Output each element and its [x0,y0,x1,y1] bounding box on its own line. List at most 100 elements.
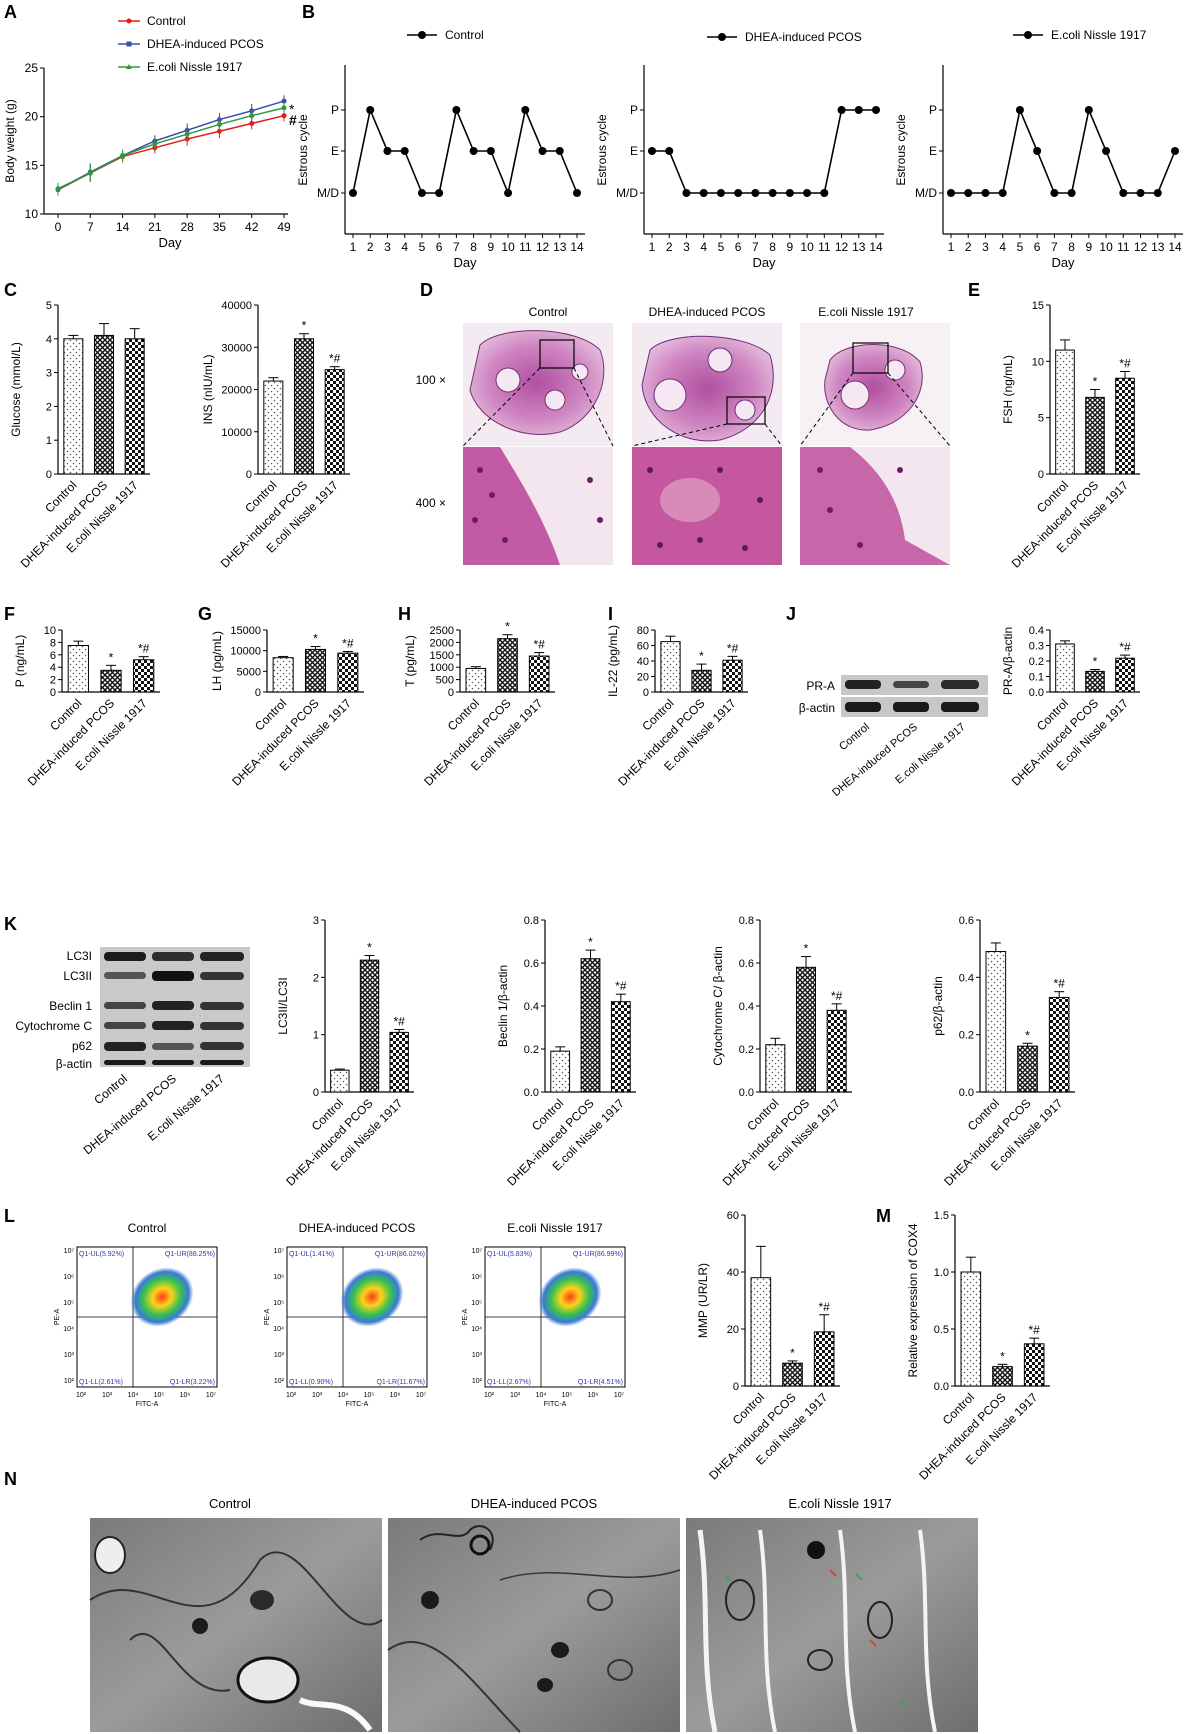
panel-b-legend-dot-2 [718,33,726,41]
x-tick-label: 7 [1051,240,1058,254]
y-tick-label: 1 [313,1030,319,1042]
x-tick-label: 2 [367,240,374,254]
flow-title: Control [128,1221,167,1235]
quadrant-ll: Q1-LL(0.90%) [289,1379,333,1386]
panel-d-row-100: 100 × [416,373,446,387]
significance-mark: *# [533,638,545,652]
data-point [1136,189,1145,197]
y-tick-label: 0.4 [739,1001,754,1013]
x-tick-label: 8 [1068,240,1075,254]
panel-letter-b: B [302,2,315,22]
quadrant-ll: Q1-LL(2.61%) [79,1379,123,1386]
quadrant-ul: Q1-UL(5.92%) [79,1251,124,1258]
panel-k-p62-chart: 0.00.20.40.6p62/β-actinControl*DHEA-indu… [931,915,1075,1189]
x-tick-label: 2 [965,240,972,254]
y-tick-label: 10² [64,1378,75,1385]
y-tick-label: 0 [46,469,52,481]
bar [782,1362,803,1387]
x-tick-label: 10³ [312,1392,323,1399]
y-tick-label: 5 [46,300,52,312]
bar [124,338,145,475]
y-tick-label: 10⁵ [471,1300,482,1307]
y-tick-label: 10000 [221,427,252,439]
significance-mark: * [1025,1028,1030,1042]
blot-j-label-pra: PR-A [806,679,835,693]
histology-ecn-100x [799,323,951,447]
blot-k-group-control: Control [91,1072,130,1108]
y-tick-label: 15000 [230,625,261,637]
y-tick-label: 0.2 [1029,656,1044,668]
bar [813,1331,835,1387]
x-tick-label: 10⁵ [154,1392,165,1399]
panel-d: Control DHEA-induced PCOS E.coli Nissle … [416,305,951,565]
y-tick-label: 5000 [237,666,261,678]
y-tick-label: 1.5 [934,1210,949,1222]
x-tick-label: 11 [818,240,831,254]
x-tick-label: 1 [350,240,357,254]
bar [985,951,1007,1093]
y-axis-label: PE-A [54,1309,61,1326]
blot-k-group-pcos: DHEA-induced PCOS [81,1072,179,1158]
flow-title: DHEA-induced PCOS [299,1221,416,1235]
x-tick-label: 8 [769,240,776,254]
data-point [486,147,495,155]
panel-j-pra-chart: 0.00.10.20.30.4PR-A/β-actinControl*DHEA-… [1001,625,1140,789]
significance-mark: * [790,1346,795,1360]
panel-letters: A B C D E F G H I J K L M N [4,2,980,1489]
y-tick-label: 3 [46,368,52,380]
y-tick-label: 0.5 [934,1324,949,1336]
y-tick-label: 10⁷ [274,1248,285,1255]
panel-a-legend: Control DHEA-induced PCOS E.coli Nissle … [118,14,264,74]
significance-mark: *# [1053,977,1065,991]
y-tick-label: 2 [313,972,319,984]
x-tick-label: 14 [116,220,130,234]
x-tick-label: 10⁶ [180,1392,191,1399]
x-tick-label: 10⁶ [390,1392,401,1399]
data-point [249,120,255,126]
y-tick-label: 20 [25,110,39,124]
data-point [383,147,392,155]
data-point [820,189,829,197]
bar [691,669,712,693]
y-tick-label: 0 [733,1381,739,1393]
bar [1085,670,1105,693]
x-axis-label: FITC-A [136,1401,159,1408]
y-axis-label: Cytochrome C/ β-actin [711,946,725,1066]
histology-control-100x [462,323,614,447]
y-axis-label: Estrous cycle [894,114,908,186]
significance-mark: * [1000,1349,1005,1363]
y-tick-label: 15 [1032,300,1044,312]
quadrant-ll: Q1-LL(2.67%) [487,1379,531,1386]
flow-plot: DHEA-induced PCOS Q1-UL(1.41%) Q1-UR(86.02… [264,1221,428,1408]
y-tick-label: 10⁶ [273,1274,284,1281]
panel-b-title-ecn: E.coli Nissle 1917 [1051,28,1147,42]
histology-ecn-400x [800,447,950,565]
y-tick-label: M/D [915,186,937,200]
flow-plot: Control Q1-UL(5.92%) Q1-UR(88.25%) Q1-LL(2.… [54,1221,218,1408]
panel-k-blot: LC3I LC3II Beclin 1 Cytochrome C p62 β-a… [15,947,250,1157]
y-tick-label: 0.2 [739,1044,754,1056]
bar [610,1001,631,1093]
data-point [734,189,743,197]
significance-mark: * [1093,655,1098,669]
y-tick-label: 0.6 [739,958,754,970]
y-axis-label: LC3II/LC3I [276,977,290,1034]
significance-mark: *# [818,1300,830,1314]
y-tick-label: 2500 [430,625,454,637]
legend-label-pcos: DHEA-induced PCOS [147,37,264,51]
panel-d-title-control: Control [529,305,568,319]
y-tick-label: 60 [727,1210,739,1222]
y-tick-label: 80 [637,625,649,637]
y-tick-label: 0.4 [1029,625,1044,637]
y-tick-label: 0.0 [524,1087,539,1099]
y-tick-label: 0.4 [524,1001,539,1013]
data-point [1102,147,1111,155]
panel-b: Control DHEA-induced PCOS E.coli Nissle … [296,28,1183,270]
bar [330,1069,350,1093]
y-tick-label: 10⁵ [273,1300,284,1307]
